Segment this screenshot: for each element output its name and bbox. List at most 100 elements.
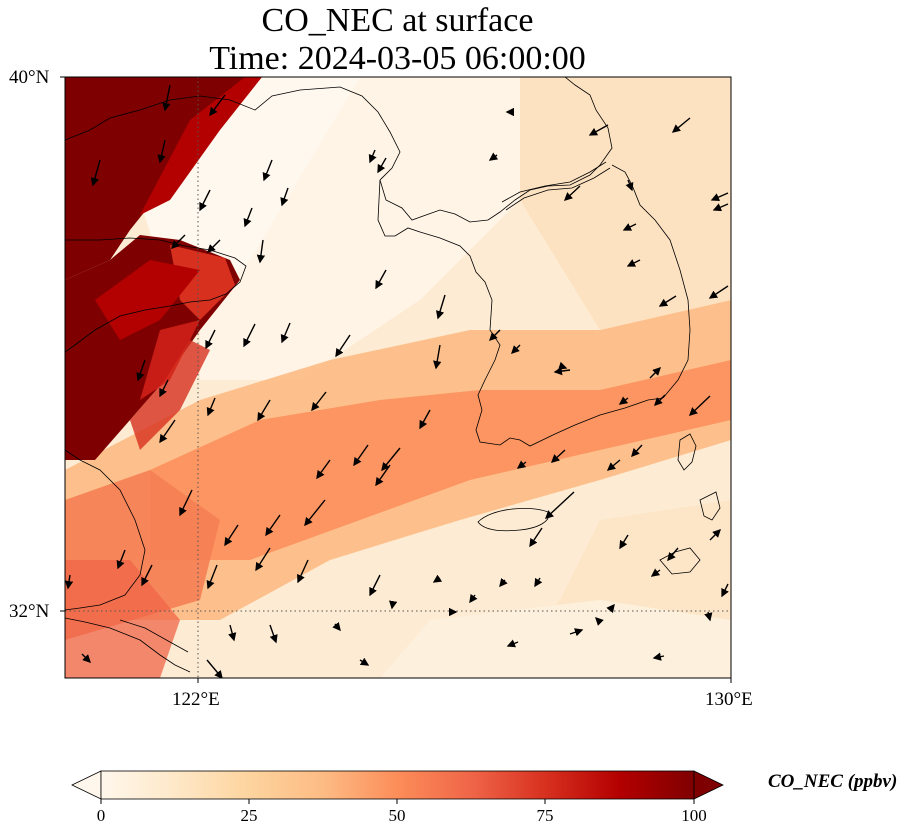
wind-arrow — [529, 527, 543, 548]
wind-arrow — [171, 234, 186, 249]
wind-arrow — [650, 568, 661, 577]
wind-arrow — [159, 419, 176, 444]
wind-arrow — [704, 611, 713, 622]
wind-arrow — [499, 577, 508, 588]
wind-arrow — [563, 185, 581, 201]
wind-arrow — [381, 447, 401, 472]
wind-arrow — [199, 189, 211, 212]
lat-tick-label: 32°N — [9, 601, 50, 622]
wind-arrow — [631, 444, 643, 458]
wind-arrow — [157, 139, 166, 164]
wind-arrow — [721, 583, 729, 598]
wind-arrow — [206, 564, 218, 590]
wind-arrow — [316, 459, 331, 480]
wind-arrow — [369, 574, 381, 597]
colorbar-tick-label: 75 — [536, 806, 554, 825]
wind-arrow — [708, 285, 729, 299]
wind-arrow — [553, 366, 571, 376]
wind-arrow — [649, 367, 661, 379]
wind-arrow — [436, 294, 446, 320]
wind-arrow — [205, 329, 216, 350]
wind-arrow — [179, 489, 193, 517]
wind-vectors — [65, 84, 729, 678]
wind-arrow — [224, 524, 239, 547]
wind-arrow — [304, 499, 326, 527]
wind-arrow — [667, 547, 679, 562]
wind-arrow — [243, 207, 253, 228]
wind-arrow — [280, 322, 291, 344]
map-frame — [64, 76, 732, 679]
wind-arrow — [606, 459, 621, 471]
wind-arrow — [558, 361, 568, 370]
map-title-line2: Time: 2024-03-05 06:00:00 — [209, 40, 586, 77]
lon-tick-label: 122°E — [172, 689, 220, 710]
wind-arrow — [90, 159, 101, 187]
wind-arrow — [256, 239, 266, 264]
wind-arrow — [280, 187, 289, 207]
wind-arrow — [619, 534, 629, 550]
wind-arrow — [511, 344, 521, 354]
wind-arrow — [606, 603, 615, 614]
wind-arrow — [243, 323, 256, 348]
wind-arrow — [368, 149, 377, 164]
wind-arrow — [81, 653, 91, 663]
wind-arrow — [159, 379, 169, 398]
wind-arrow — [207, 239, 221, 253]
wind-arrow — [534, 577, 543, 588]
wind-arrow — [353, 444, 369, 467]
wind-arrow — [377, 157, 387, 174]
wind-arrow — [550, 449, 566, 463]
wind-arrow — [489, 329, 501, 341]
wind-arrow — [709, 529, 721, 541]
wind-arrow — [622, 223, 637, 231]
wind-arrow — [469, 593, 478, 604]
wind-arrow — [209, 94, 226, 117]
wind-arrow — [625, 179, 634, 192]
wind-arrow — [588, 124, 609, 136]
wind-arrow — [228, 624, 237, 642]
wind-arrow — [671, 117, 691, 133]
co-concentration-field — [65, 77, 731, 678]
wind-arrow — [595, 617, 604, 626]
wind-arrow — [516, 460, 527, 469]
wind-arrow — [688, 395, 711, 416]
gridlines — [65, 77, 731, 678]
wind-arrow — [269, 624, 278, 644]
wind-arrow — [65, 574, 74, 590]
colorbar-tick-label: 50 — [388, 806, 406, 825]
wind-arrow — [265, 514, 281, 537]
colorbar-tick-label: 25 — [240, 806, 258, 825]
wind-arrow — [433, 344, 442, 370]
colorbar-title: CO_NEC (ppbv) — [768, 771, 898, 792]
lon-tick-label: 130°E — [705, 689, 753, 710]
wind-arrow — [710, 192, 729, 202]
wind-arrow — [262, 159, 273, 182]
wind-arrow — [311, 391, 327, 412]
wind-arrow — [544, 491, 575, 519]
wind-arrow — [332, 621, 341, 632]
wind-arrow — [569, 628, 584, 637]
wind-arrow — [488, 152, 499, 161]
wind-arrow — [359, 657, 370, 666]
lat-tick-label: 40°N — [9, 67, 50, 88]
wind-arrow — [141, 564, 153, 587]
wind-arrow — [654, 394, 666, 406]
wind-arrow — [335, 334, 351, 358]
colorbar — [71, 770, 724, 804]
wind-arrow — [375, 269, 387, 290]
colorbar-tick-label: 100 — [681, 806, 707, 825]
wind-arrow — [506, 639, 519, 648]
wind-arrow — [257, 399, 271, 422]
wind-arrow — [652, 652, 665, 661]
wind-arrow — [116, 549, 126, 570]
wind-arrow — [162, 84, 171, 112]
colorbar-tick-label: 0 — [96, 806, 106, 825]
axis-ticks — [60, 76, 732, 683]
wind-arrow — [255, 547, 271, 572]
wind-arrow — [375, 464, 391, 487]
wind-arrow — [389, 600, 398, 610]
wind-arrow — [712, 203, 729, 212]
wind-arrow — [658, 295, 677, 307]
wind-arrow — [206, 659, 223, 678]
